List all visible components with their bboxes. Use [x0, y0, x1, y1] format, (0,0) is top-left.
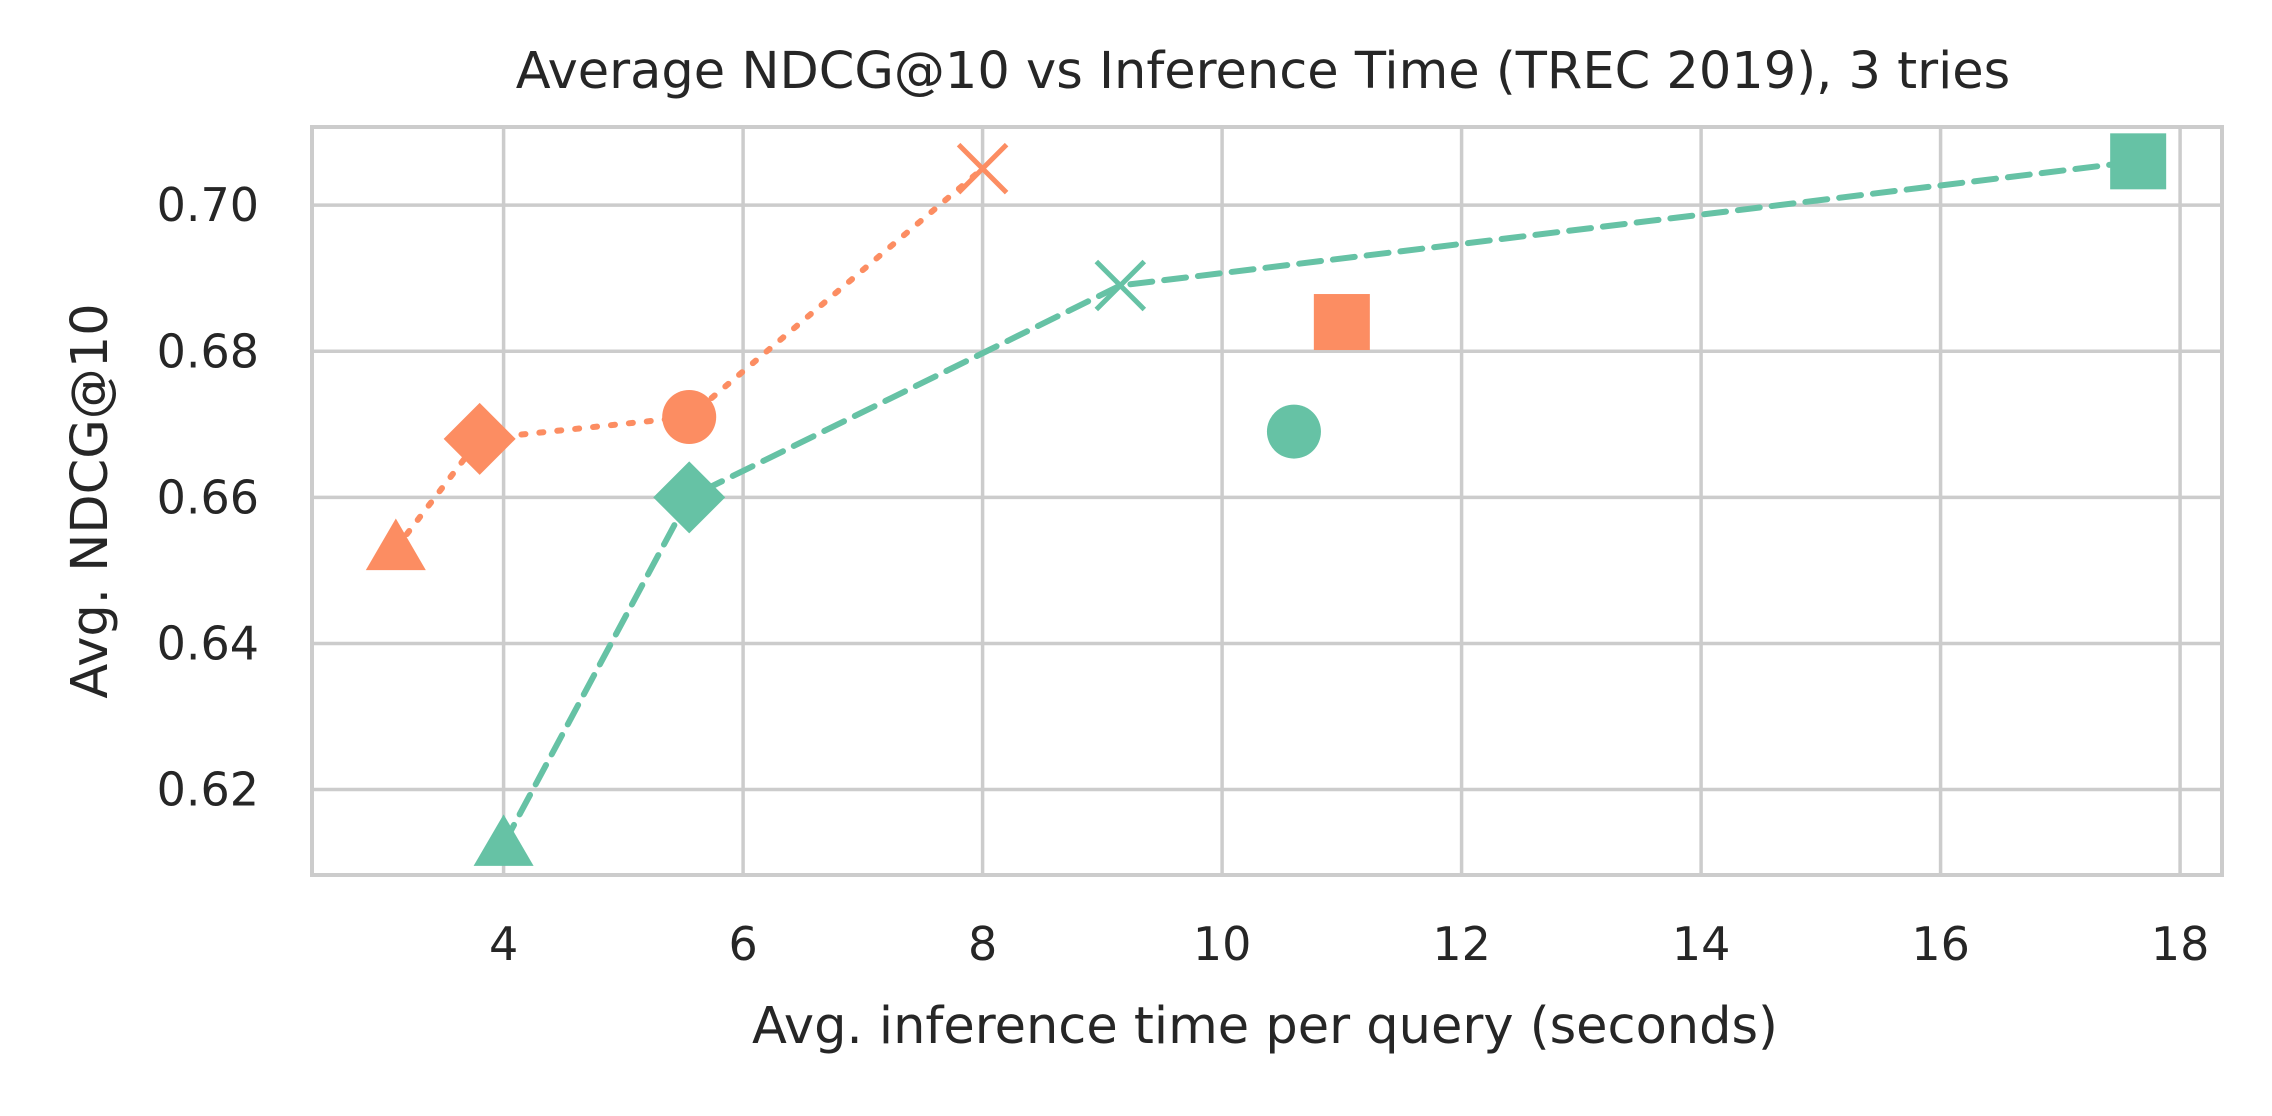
y-axis-label: Avg. NDCG@10 — [61, 303, 120, 698]
orange-square-marker — [1313, 294, 1370, 351]
y-tick-label: 0.68 — [157, 324, 259, 378]
x-tick-label: 8 — [968, 917, 997, 971]
plot-frame — [310, 125, 2224, 877]
x-tick-label: 12 — [1432, 917, 1491, 971]
green-square-marker — [2110, 133, 2167, 190]
orange-circle-marker — [662, 389, 717, 444]
green-diamond-marker — [653, 461, 726, 534]
orange-diamond-marker — [443, 402, 516, 475]
series-lines — [392, 158, 2142, 848]
x-tick-label: 4 — [489, 917, 518, 971]
x-tick-label: 6 — [728, 917, 757, 971]
orange-triangle-marker — [365, 518, 426, 571]
x-axis-label: Avg. inference time per query (seconds) — [752, 997, 1778, 1056]
x-tick-label: 14 — [1672, 917, 1731, 971]
y-tick-label: 0.70 — [157, 178, 259, 232]
x-tick-label: 16 — [1911, 917, 1970, 971]
data-markers — [365, 133, 2167, 866]
y-tick-label: 0.62 — [157, 763, 259, 817]
x-tick-label: 18 — [2151, 917, 2210, 971]
orange-x-marker — [956, 142, 1009, 195]
y-tick-label: 0.66 — [157, 470, 259, 524]
tick-labels: 4 6 8 10 12 14 16 18 0.62 0.64 0.66 0.68 0.70 — [157, 178, 2210, 971]
green-circle-marker — [1266, 404, 1321, 459]
green-triangle-marker — [473, 814, 534, 866]
grid-lines — [312, 127, 2222, 875]
orange-series-line — [392, 165, 986, 552]
y-tick-label: 0.64 — [157, 616, 259, 670]
chart-title: Average NDCG@10 vs Inference Time (TREC … — [516, 42, 2011, 101]
green-x-marker — [1094, 259, 1147, 312]
green-series-line — [500, 158, 2142, 848]
x-tick-label: 10 — [1193, 917, 1252, 971]
